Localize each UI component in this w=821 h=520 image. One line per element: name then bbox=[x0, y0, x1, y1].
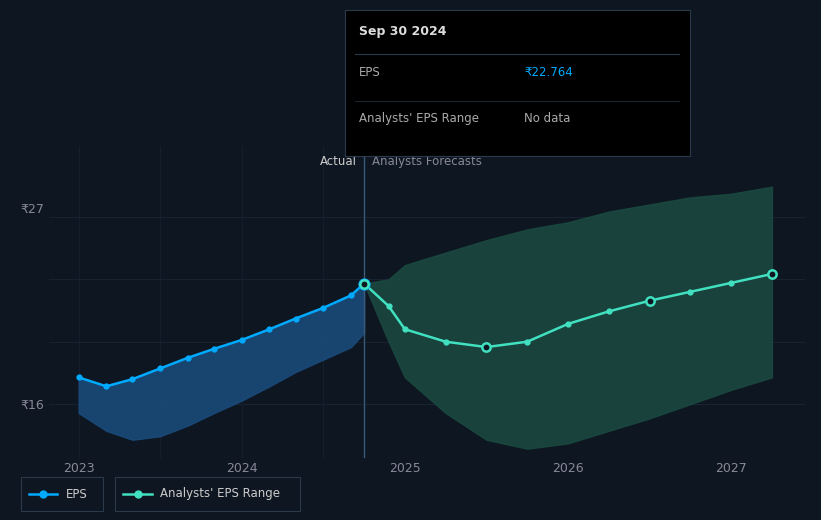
Text: EPS: EPS bbox=[359, 66, 380, 79]
Text: Analysts' EPS Range: Analysts' EPS Range bbox=[160, 488, 280, 500]
FancyBboxPatch shape bbox=[21, 477, 103, 512]
Text: EPS: EPS bbox=[66, 488, 87, 500]
Text: Analysts' EPS Range: Analysts' EPS Range bbox=[359, 112, 479, 125]
Text: Sep 30 2024: Sep 30 2024 bbox=[359, 25, 446, 38]
Text: Actual: Actual bbox=[319, 155, 356, 168]
Text: Analysts Forecasts: Analysts Forecasts bbox=[372, 155, 482, 168]
Text: No data: No data bbox=[524, 112, 571, 125]
Text: ₹22.764: ₹22.764 bbox=[524, 66, 573, 79]
FancyBboxPatch shape bbox=[115, 477, 300, 512]
